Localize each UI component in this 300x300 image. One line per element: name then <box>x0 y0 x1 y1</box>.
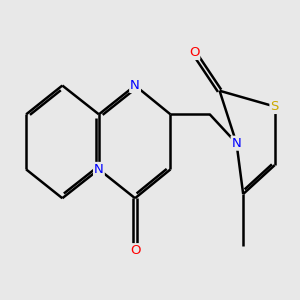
Text: S: S <box>270 100 279 113</box>
Text: O: O <box>130 244 140 257</box>
Text: N: N <box>94 163 104 176</box>
Text: N: N <box>130 79 140 92</box>
Text: N: N <box>232 137 242 150</box>
Text: O: O <box>189 46 199 59</box>
